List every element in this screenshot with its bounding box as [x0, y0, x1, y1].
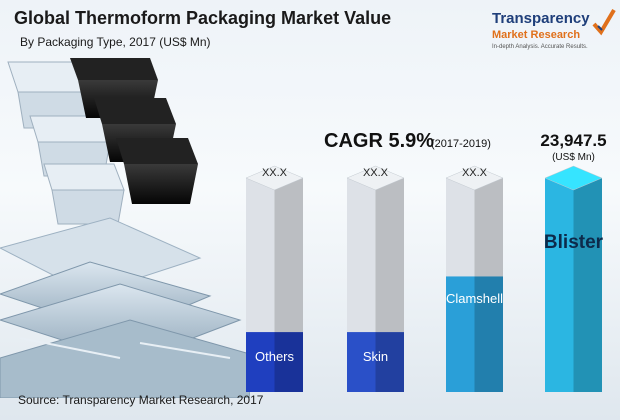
value-label-others: XX.X [262, 167, 288, 179]
chart-subtitle: By Packaging Type, 2017 (US$ Mn) [20, 35, 211, 49]
value-label-blister: 23,947.5 [540, 131, 606, 150]
logo-name-line2: Market Research [492, 29, 581, 41]
category-label-skin: Skin [363, 349, 388, 364]
value-label-skin: XX.X [363, 167, 389, 179]
bar-clamshell-right [474, 276, 503, 392]
company-logo: Transparency Market Research In-depth An… [492, 6, 616, 68]
logo-name-line1: Transparency [492, 10, 590, 27]
source-note: Source: Transparency Market Research, 20… [18, 393, 264, 407]
column-skin-empty-right [375, 178, 404, 333]
logo-tagline: In-depth Analysis. Accurate Results. [492, 44, 588, 50]
cagr-value: CAGR 5.9% [324, 130, 435, 152]
category-label-blister: Blister [544, 232, 604, 253]
column-others-empty-right [274, 178, 303, 333]
chart-title: Global Thermoform Packaging Market Value [14, 8, 392, 28]
cagr-label: CAGR 5.9% [324, 130, 434, 153]
column-others-empty-left [246, 178, 275, 333]
column-skin-empty-left [347, 178, 376, 333]
column-clamshell-empty-right [474, 178, 503, 277]
bar-others-right [274, 332, 303, 392]
checkmark-icon [592, 8, 616, 36]
bar-others-left [246, 332, 275, 392]
column-clamshell-cap [445, 165, 504, 191]
column-skin-cap [346, 165, 405, 191]
thermoform-trays-photo [0, 58, 250, 398]
value-label-clamshell: XX.X [462, 167, 488, 179]
bar-clamshell-left [446, 276, 475, 392]
category-label-clamshell: Clamshell [446, 291, 503, 306]
bar-blister-right [573, 178, 602, 392]
bar-skin-right [375, 332, 404, 392]
column-others-cap [245, 165, 304, 191]
category-label-others: Others [255, 349, 295, 364]
bar-blister-left [545, 178, 574, 392]
column-clamshell-empty-left [446, 178, 475, 277]
column-blister-cap [544, 165, 603, 191]
bar-skin-left [347, 332, 376, 392]
cagr-period: (2017-2019) [431, 138, 491, 150]
value-unit-blister: (US$ Mn) [552, 152, 595, 163]
